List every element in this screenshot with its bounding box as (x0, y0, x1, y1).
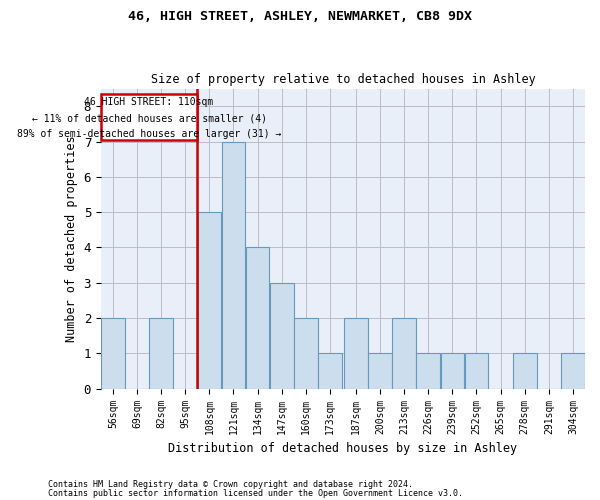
Bar (513, 354, 536, 388)
Text: 89% of semi-detached houses are larger (31) →: 89% of semi-detached houses are larger (… (17, 129, 281, 139)
Text: ← 11% of detached houses are smaller (4): ← 11% of detached houses are smaller (4) (32, 114, 266, 124)
Bar (197, 212, 221, 388)
Bar (246, 248, 269, 388)
Bar (101, 318, 125, 388)
Bar (440, 354, 464, 388)
Text: 46, HIGH STREET, ASHLEY, NEWMARKET, CB8 9DX: 46, HIGH STREET, ASHLEY, NEWMARKET, CB8 … (128, 10, 472, 23)
FancyBboxPatch shape (101, 94, 197, 140)
Bar (221, 142, 245, 388)
Text: Contains public sector information licensed under the Open Government Licence v3: Contains public sector information licen… (48, 490, 463, 498)
Y-axis label: Number of detached properties: Number of detached properties (65, 136, 78, 342)
Bar (270, 283, 293, 389)
Bar (294, 318, 317, 388)
Bar (149, 318, 173, 388)
Title: Size of property relative to detached houses in Ashley: Size of property relative to detached ho… (151, 73, 535, 86)
Bar (464, 354, 488, 388)
Bar (392, 318, 416, 388)
Bar (344, 318, 368, 388)
Bar (561, 354, 585, 388)
Bar (318, 354, 342, 388)
Text: Contains HM Land Registry data © Crown copyright and database right 2024.: Contains HM Land Registry data © Crown c… (48, 480, 413, 489)
X-axis label: Distribution of detached houses by size in Ashley: Distribution of detached houses by size … (169, 442, 517, 455)
Bar (368, 354, 392, 388)
Bar (416, 354, 440, 388)
Text: 46 HIGH STREET: 110sqm: 46 HIGH STREET: 110sqm (85, 98, 214, 108)
